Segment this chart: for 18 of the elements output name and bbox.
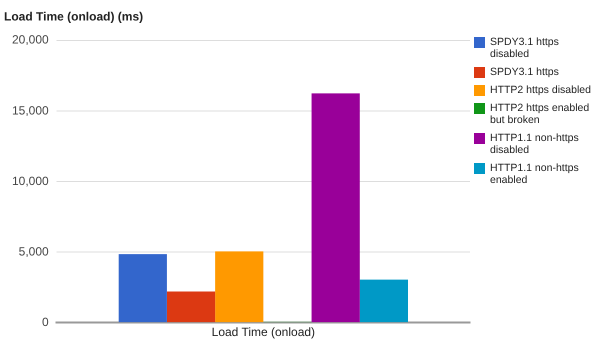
legend-label: HTTP2 https disabled <box>490 84 591 96</box>
x-tick-label: Load Time (onload) <box>212 325 316 340</box>
legend-label: SPDY3.1 https disabled <box>490 36 560 60</box>
chart-title: Load Time (onload) (ms) <box>4 10 144 24</box>
bar <box>215 251 264 322</box>
y-tick-label: 10,000 <box>12 174 50 188</box>
y-tick-label: 0 <box>42 314 50 329</box>
legend-label: HTTP1.1 non-https enabled <box>490 162 580 186</box>
legend-label: SPDY3.1 https <box>490 66 559 78</box>
bar <box>166 292 216 322</box>
y-tick-label: 15,000 <box>12 103 50 118</box>
y-tick-label: 20,000 <box>12 32 50 47</box>
bar <box>118 254 167 322</box>
bar <box>312 93 360 322</box>
bar <box>360 280 408 322</box>
legend-label: HTTP2 https enabled but broken <box>490 102 590 126</box>
y-tick-label: 5,000 <box>18 244 50 258</box>
legend-label: HTTP1.1 non-https disabled <box>490 132 580 156</box>
